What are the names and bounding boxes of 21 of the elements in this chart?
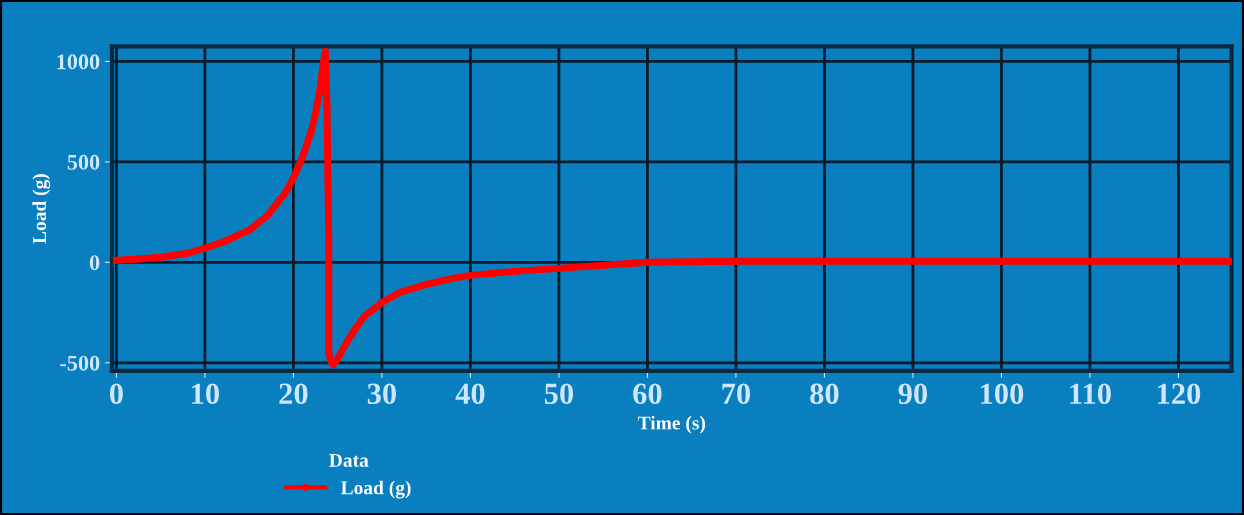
- y-tick-label: 0: [89, 255, 100, 271]
- y-tick-label: -500: [60, 355, 100, 371]
- x-tick-label: 80: [810, 383, 839, 405]
- x-tick-label: 60: [633, 383, 662, 405]
- y-axis-title: Load (g): [32, 174, 51, 244]
- x-tick-label: 110: [1070, 383, 1111, 405]
- x-axis-title: Time (s): [637, 415, 706, 434]
- x-tick-label: 90: [898, 383, 928, 405]
- x-tick-label: 0: [109, 383, 123, 405]
- legend-title: Data: [329, 453, 369, 467]
- x-tick-label: 20: [279, 383, 308, 405]
- y-tick-label: 1000: [57, 54, 100, 70]
- x-tick-label: 100: [980, 383, 1024, 405]
- x-tick-label: 30: [367, 383, 397, 405]
- y-tick-label: 500: [67, 154, 100, 170]
- x-tick-label: 10: [192, 383, 219, 405]
- x-tick-label: 40: [455, 383, 485, 405]
- x-tick-label: 70: [722, 383, 751, 405]
- x-tick-label: 120: [1157, 383, 1201, 405]
- legend-label: Load (g): [340, 480, 411, 499]
- x-tick-label: 50: [544, 383, 574, 405]
